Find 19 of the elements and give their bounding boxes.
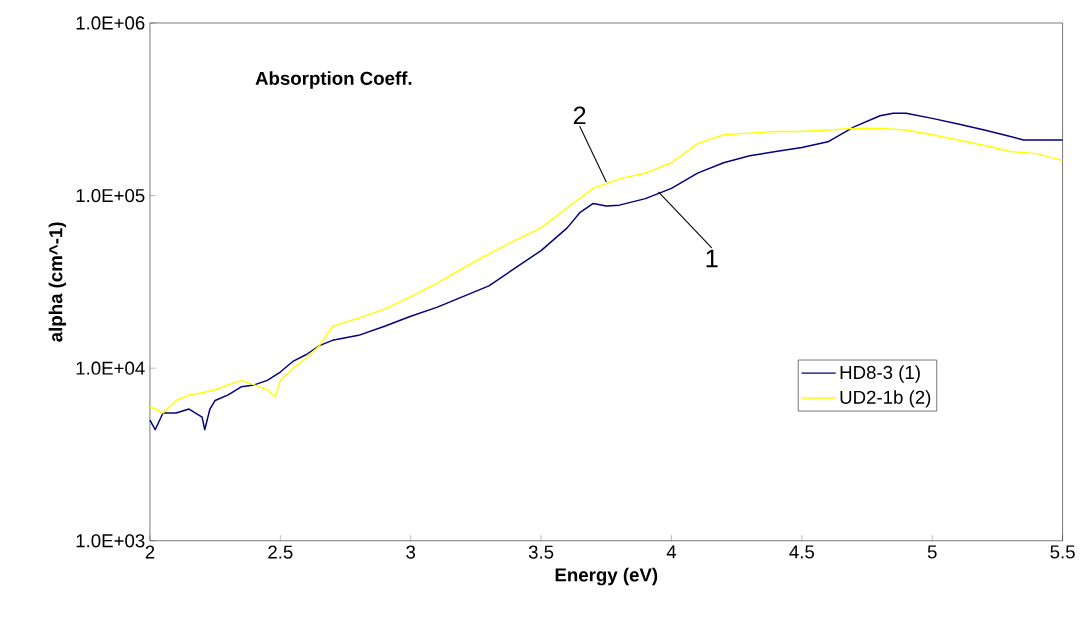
x-axis-title: Energy (eV) — [555, 567, 658, 586]
x-tick-label: 4 — [666, 545, 677, 559]
annotation: Absorption Coeff. — [255, 71, 412, 89]
y-axis-title: alpha (cm^-1) — [48, 222, 67, 342]
legend-label: UD2-1b (2) — [840, 390, 931, 408]
x-tick-label: 3 — [406, 545, 416, 559]
legend-label: HD8-3 (1) — [840, 365, 920, 383]
y-tick-label: 1.0E+03 — [76, 534, 145, 548]
x-tick-label: 5.5 — [1050, 545, 1075, 559]
y-tick-label: 1.0E+05 — [76, 189, 145, 203]
x-tick-label: 5 — [927, 545, 937, 559]
annotation: 1 — [706, 249, 718, 268]
x-tick-label: 4.5 — [789, 545, 815, 559]
y-tick-label: 1.0E+06 — [76, 16, 145, 30]
x-tick-label: 2.5 — [268, 545, 293, 559]
x-tick-label: 2 — [145, 545, 155, 559]
annotation: 2 — [573, 106, 586, 125]
y-tick-label: 1.0E+04 — [76, 361, 145, 375]
x-tick-label: 3.5 — [528, 545, 554, 559]
